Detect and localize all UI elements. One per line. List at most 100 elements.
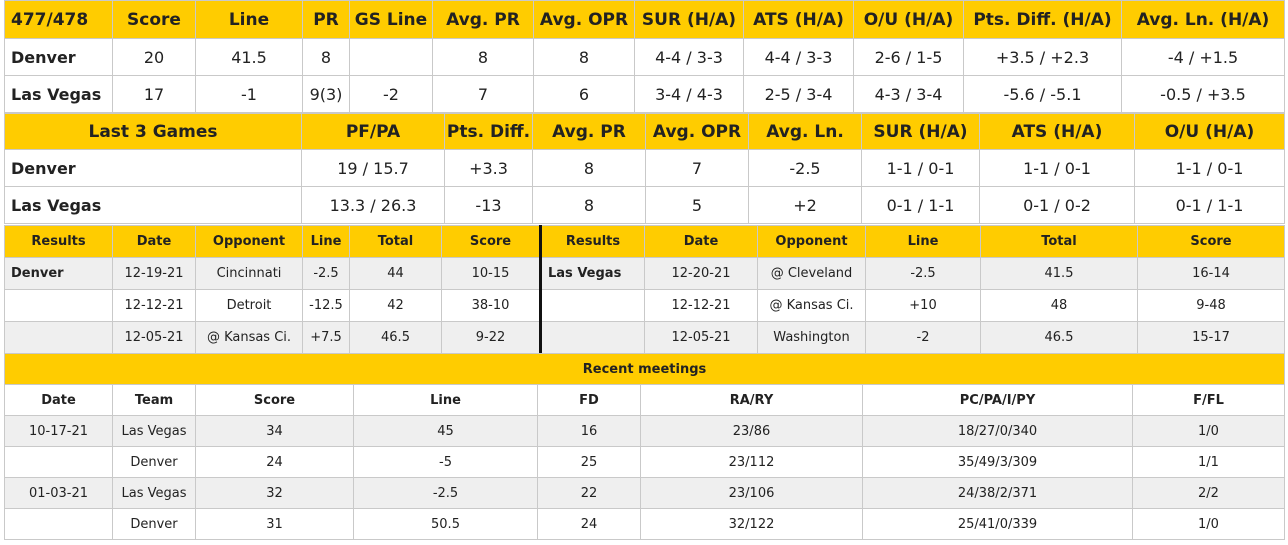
table-cell: 8: [302, 38, 350, 76]
col-header: Date: [644, 225, 758, 258]
table-cell: 9-22: [441, 321, 541, 354]
table-cell: +2: [748, 186, 862, 224]
table-cell: 8: [532, 149, 646, 187]
col-header: Avg. Ln. (H/A): [1121, 0, 1285, 39]
table-cell: 23/106: [640, 477, 863, 509]
table-cell: 24: [195, 446, 354, 478]
table-cell: Denver: [112, 446, 196, 478]
table-row: Denver 31 50.5 24 32/122 25/41/0/339 1/0: [4, 508, 1285, 540]
col-header: Line: [195, 0, 303, 39]
table-cell: @ Kansas Ci.: [195, 321, 303, 354]
col-header: PC/PA/I/PY: [862, 384, 1133, 416]
table-cell: 5: [645, 186, 749, 224]
table-cell: 4-4 / 3-3: [634, 38, 744, 76]
table-cell: 41.5: [980, 257, 1138, 290]
team-name: Las Vegas: [539, 257, 645, 290]
table-cell: 23/86: [640, 415, 863, 447]
team-name: Denver: [4, 38, 113, 76]
col-header: ATS (H/A): [743, 0, 854, 39]
col-header: ATS (H/A): [979, 113, 1135, 150]
table-cell: 10-17-21: [4, 415, 113, 447]
table-row: 12-05-21 @ Kansas Ci. +7.5 46.5 9-22 12-…: [4, 321, 1285, 354]
table-cell: 48: [980, 289, 1138, 322]
col-header: FD: [537, 384, 641, 416]
table-cell: 41.5: [195, 38, 303, 76]
table-cell: -4 / +1.5: [1121, 38, 1285, 76]
table-cell: 12-05-21: [112, 321, 196, 354]
col-header: Score: [112, 0, 196, 39]
table-cell: 2-6 / 1-5: [853, 38, 964, 76]
table-cell: 46.5: [980, 321, 1138, 354]
table-cell: 1/0: [1132, 415, 1285, 447]
table-cell: 10-15: [441, 257, 541, 290]
table-cell: -5.6 / -5.1: [963, 75, 1122, 113]
table-cell: 0-1 / 1-1: [1134, 186, 1285, 224]
table-cell: 25/41/0/339: [862, 508, 1133, 540]
table-cell: Las Vegas: [112, 415, 196, 447]
table-cell: -2: [865, 321, 981, 354]
col-header: Line: [865, 225, 981, 258]
table-cell: @ Cleveland: [757, 257, 866, 290]
matchup-id: 477/478: [4, 0, 113, 39]
col-header: Score: [195, 384, 354, 416]
table-cell: 18/27/0/340: [862, 415, 1133, 447]
results-table: Results Date Opponent Line Total Score R…: [4, 225, 1285, 354]
col-header: Opponent: [195, 225, 303, 258]
col-header: Pts. Diff. (H/A): [963, 0, 1122, 39]
table-cell: 4-4 / 3-3: [743, 38, 854, 76]
table-cell: 45: [353, 415, 538, 447]
table-cell: 8: [532, 186, 646, 224]
team-name: Denver: [4, 257, 113, 290]
col-header: Opponent: [757, 225, 866, 258]
table-cell: [349, 38, 433, 76]
table-cell: 23/112: [640, 446, 863, 478]
table-cell: +10: [865, 289, 981, 322]
table-row: Denver 12-19-21 Cincinnati -2.5 44 10-15…: [4, 257, 1285, 290]
table-cell: 9(3): [302, 75, 350, 113]
last3-table: Last 3 Games PF/PA Pts. Diff. Avg. PR Av…: [4, 113, 1285, 224]
table-cell: 3-4 / 4-3: [634, 75, 744, 113]
table-cell: 9-48: [1137, 289, 1285, 322]
table-row: Denver 19 / 15.7 +3.3 8 7 -2.5 1-1 / 0-1…: [4, 149, 1285, 187]
table-cell: 01-03-21: [4, 477, 113, 509]
col-header: Avg. PR: [532, 113, 646, 150]
table-cell: 7: [645, 149, 749, 187]
table-cell: 34: [195, 415, 354, 447]
table-cell: 17: [112, 75, 196, 113]
table-cell: Las Vegas: [112, 477, 196, 509]
table-cell: 12-05-21: [644, 321, 758, 354]
table-row: Las Vegas 13.3 / 26.3 -13 8 5 +2 0-1 / 1…: [4, 186, 1285, 224]
col-header: Score: [1137, 225, 1285, 258]
table-cell: 12-12-21: [112, 289, 196, 322]
table-cell: 22: [537, 477, 641, 509]
team-name: Las Vegas: [4, 75, 113, 113]
table-row: Las Vegas 17 -1 9(3) -2 7 6 3-4 / 4-3 2-…: [4, 75, 1285, 113]
table-cell: 42: [349, 289, 442, 322]
table-cell: 1/1: [1132, 446, 1285, 478]
section-title: Last 3 Games: [4, 113, 302, 150]
col-header: Results: [539, 225, 645, 258]
table-cell: 16: [537, 415, 641, 447]
col-header: GS Line: [349, 0, 433, 39]
col-header: F/FL: [1132, 384, 1285, 416]
table-row: 10-17-21 Las Vegas 34 45 16 23/86 18/27/…: [4, 415, 1285, 447]
col-header: Date: [4, 384, 113, 416]
table-cell: @ Kansas Ci.: [757, 289, 866, 322]
col-header: Avg. OPR: [533, 0, 635, 39]
table-cell: 1-1 / 0-1: [1134, 149, 1285, 187]
meetings-header-row: Date Team Score Line FD RA/RY PC/PA/I/PY…: [4, 384, 1285, 416]
table-cell: -2: [349, 75, 433, 113]
table-cell: -2.5: [865, 257, 981, 290]
col-header: Avg. Ln.: [748, 113, 862, 150]
table-cell: 25: [537, 446, 641, 478]
col-header: SUR (H/A): [634, 0, 744, 39]
table-cell: Cincinnati: [195, 257, 303, 290]
col-header: O/U (H/A): [1134, 113, 1285, 150]
matchup-table: 477/478 Score Line PR GS Line Avg. PR Av…: [4, 0, 1285, 113]
table-cell: 12-20-21: [644, 257, 758, 290]
table-cell: -2.5: [302, 257, 350, 290]
meetings-table: Recent meetings Date Team Score Line FD …: [4, 353, 1285, 540]
table-cell: 7: [432, 75, 534, 113]
table-cell: 20: [112, 38, 196, 76]
table-cell: 12-12-21: [644, 289, 758, 322]
